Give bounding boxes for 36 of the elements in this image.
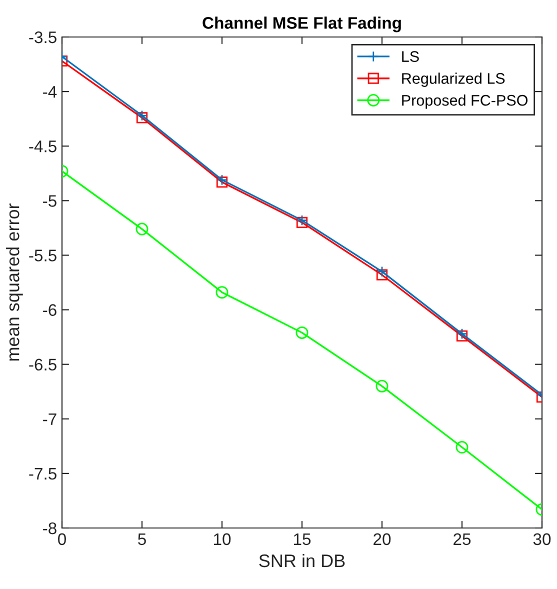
y-tick-label: -5.5 [29,250,56,262]
point [296,214,308,226]
point [376,269,388,280]
chart-title: Channel MSE Flat Fading [202,16,401,32]
x-tick-label: 15 [294,533,311,546]
y-axis-title: mean squared error [6,204,23,361]
point [456,328,468,340]
y-tick-label: -4 [43,86,57,98]
point [456,330,468,342]
point [216,174,228,186]
point [296,216,308,228]
point [136,222,148,236]
y-tick-label: -7 [43,413,56,425]
point [216,176,228,188]
x-tick-label: 5 [138,533,146,546]
legend-label: LS [402,51,419,62]
point [216,286,228,299]
y-tick-label: -6.5 [29,358,56,371]
point [456,441,468,454]
y-tick-label: -6 [43,304,56,316]
x-tick-label: 30 [533,533,551,546]
x-tick-label: 10 [214,533,231,546]
legend-label: Regularized LS [402,72,505,87]
y-tick-label: -7.5 [29,468,56,480]
y-tick-label: -8 [43,522,56,534]
x-axis-title: SNR in DB [259,554,345,568]
y-tick-label: -5 [43,195,56,207]
point [376,380,388,392]
y-tick-label: -3.5 [29,31,56,44]
x-tick-label: 25 [454,533,471,546]
y-tick-label: -4.5 [29,140,56,152]
x-tick-label: 0 [58,533,66,546]
x-tick-label: 20 [374,533,391,546]
point [296,326,308,339]
point [376,266,388,278]
legend-label: Proposed FC-PSO [402,94,528,109]
